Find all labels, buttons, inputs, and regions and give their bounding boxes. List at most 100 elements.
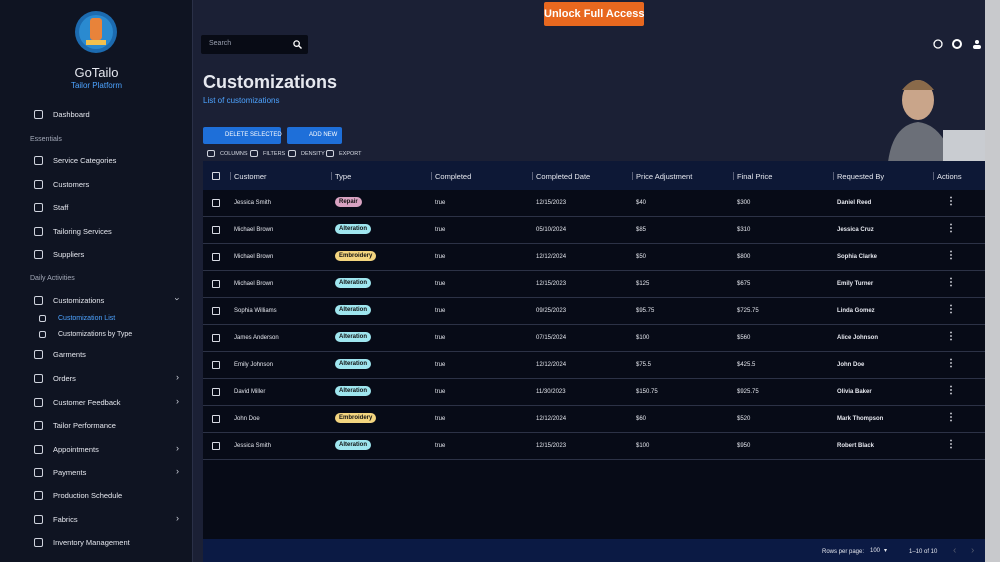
toolbar-icon <box>288 150 296 157</box>
column-header[interactable]: Completed Date <box>536 172 591 181</box>
type-chip: Repair <box>335 197 362 207</box>
cell: Mark Thompson <box>837 416 884 422</box>
toolbar-button[interactable]: FILTERS <box>263 151 286 157</box>
delete-selected-button[interactable]: DELETE SELECTED <box>203 127 282 144</box>
cell: Emily Turner <box>837 281 874 287</box>
nav-item[interactable]: Production Schedule <box>53 491 123 500</box>
cell: true <box>435 443 446 449</box>
row-actions[interactable]: ⋮ <box>946 385 956 396</box>
checkbox[interactable] <box>212 253 220 261</box>
cell: Michael Brown <box>234 254 274 260</box>
checkbox[interactable] <box>212 334 220 342</box>
nav-icon <box>39 331 46 338</box>
cell: $100 <box>636 335 650 341</box>
nav-item[interactable]: Orders <box>53 374 76 383</box>
checkbox[interactable] <box>212 361 220 369</box>
checkbox[interactable] <box>212 415 220 423</box>
scrollbar[interactable] <box>985 0 1000 562</box>
cell: John Doe <box>234 416 260 422</box>
rows-per-page[interactable]: 100 <box>870 548 881 554</box>
nav-item[interactable]: Customer Feedback <box>53 398 121 407</box>
nav-item[interactable]: Customers <box>53 180 90 189</box>
toolbar-button[interactable]: DENSITY <box>301 151 325 157</box>
column-header[interactable]: Final Price <box>737 172 773 181</box>
grid-row: Emily Johnson Alteration true 12/12/2024 $75… <box>203 352 985 379</box>
column-header[interactable]: Requested By <box>837 172 885 181</box>
column-separator <box>833 172 834 180</box>
checkbox[interactable] <box>212 172 220 180</box>
cell: Sophia Williams <box>234 308 277 314</box>
cell: 12/12/2024 <box>536 362 567 368</box>
cell: $85 <box>636 227 647 233</box>
nav-item[interactable]: Payments <box>53 468 87 477</box>
nav-item[interactable]: Fabrics <box>53 515 78 524</box>
nav-item[interactable]: Tailor Performance <box>53 421 116 430</box>
unlock-button[interactable]: Unlock Full Access <box>544 2 644 26</box>
grid-header <box>203 161 985 190</box>
toolbar-icon <box>250 150 258 157</box>
checkbox[interactable] <box>212 388 220 396</box>
column-header[interactable]: Type <box>335 172 352 181</box>
nav-item[interactable]: Appointments <box>53 445 99 454</box>
checkbox[interactable] <box>212 199 220 207</box>
column-header[interactable]: Completed <box>435 172 472 181</box>
toolbar-button[interactable]: EXPORT <box>339 151 362 157</box>
nav-subitem[interactable]: Customizations by Type <box>58 331 133 338</box>
grid-row: James Anderson Alteration true 07/15/2024 $1… <box>203 325 985 352</box>
row-actions[interactable]: ⋮ <box>946 439 956 450</box>
cell: Robert Black <box>837 443 875 449</box>
toolbar-button[interactable]: COLUMNS <box>220 151 248 157</box>
add-new-button[interactable]: ADD NEW <box>287 127 342 144</box>
cell: $100 <box>636 443 650 449</box>
row-actions[interactable]: ⋮ <box>946 412 956 423</box>
cell: $50 <box>636 254 647 260</box>
nav-item[interactable]: Inventory Management <box>53 538 130 547</box>
row-actions[interactable]: ⋮ <box>946 250 956 261</box>
prev-page[interactable]: ‹ <box>953 545 957 556</box>
checkbox[interactable] <box>212 280 220 288</box>
cell: 07/15/2024 <box>536 335 567 341</box>
row-actions[interactable]: ⋮ <box>946 304 956 315</box>
nav-item[interactable]: Customizations <box>53 296 105 305</box>
row-actions[interactable]: ⋮ <box>946 223 956 234</box>
cell: $925.75 <box>737 389 759 395</box>
rows-dropdown-arrow[interactable]: ▾ <box>884 548 888 554</box>
hero-image <box>888 80 985 162</box>
row-actions[interactable]: ⋮ <box>946 331 956 342</box>
cell: $75.5 <box>636 362 652 368</box>
cell: true <box>435 389 446 395</box>
nav-section: Essentials <box>30 136 62 143</box>
cell: $125 <box>636 281 650 287</box>
nav-icon <box>34 421 43 430</box>
search-box[interactable]: Search <box>201 35 308 54</box>
nav-subitem[interactable]: Customization List <box>58 315 116 322</box>
checkbox[interactable] <box>212 226 220 234</box>
nav-item[interactable]: Suppliers <box>53 250 85 259</box>
chevron: › <box>176 513 179 523</box>
grid-row: Michael Brown Alteration true 12/15/2023 $12… <box>203 271 985 298</box>
cell: true <box>435 308 446 314</box>
pagination-label: Rows per page: <box>822 549 865 555</box>
nav-item[interactable]: Dashboard <box>53 110 90 119</box>
column-header[interactable]: Actions <box>937 172 962 181</box>
nav-item[interactable]: Service Categories <box>53 156 117 165</box>
nav-item[interactable]: Staff <box>53 203 69 212</box>
row-actions[interactable]: ⋮ <box>946 358 956 369</box>
checkbox[interactable] <box>212 307 220 315</box>
chevron: › <box>176 396 179 406</box>
top-icons[interactable] <box>933 39 983 50</box>
row-actions[interactable]: ⋮ <box>946 277 956 288</box>
column-header[interactable]: Price Adjustment <box>636 172 693 181</box>
cell: $950 <box>737 443 751 449</box>
next-page[interactable]: › <box>971 545 975 556</box>
cell: true <box>435 227 446 233</box>
checkbox[interactable] <box>212 442 220 450</box>
column-header[interactable]: Customer <box>234 172 267 181</box>
nav-icon <box>34 491 43 500</box>
row-actions[interactable]: ⋮ <box>946 196 956 207</box>
column-separator <box>632 172 633 180</box>
chevron: › <box>176 443 179 453</box>
nav-item[interactable]: Garments <box>53 350 86 359</box>
nav-item[interactable]: Tailoring Services <box>53 227 112 236</box>
